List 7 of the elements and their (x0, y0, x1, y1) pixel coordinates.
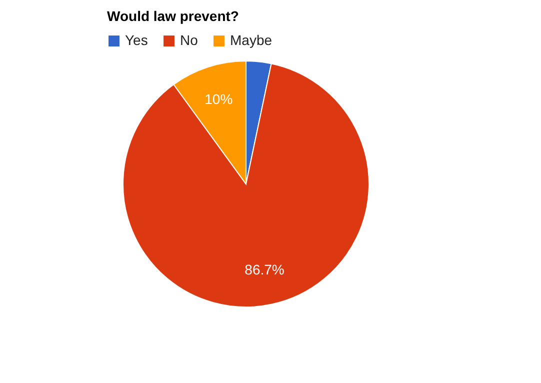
data-label: 86.7% (244, 262, 284, 278)
pie-slice (122, 63, 370, 308)
legend-label: Maybe (230, 32, 272, 48)
data-label: 10% (204, 90, 233, 107)
legend-label: Yes (125, 32, 148, 48)
chart-title: Would law prevent? (107, 8, 239, 24)
legend-label: No (180, 32, 198, 48)
